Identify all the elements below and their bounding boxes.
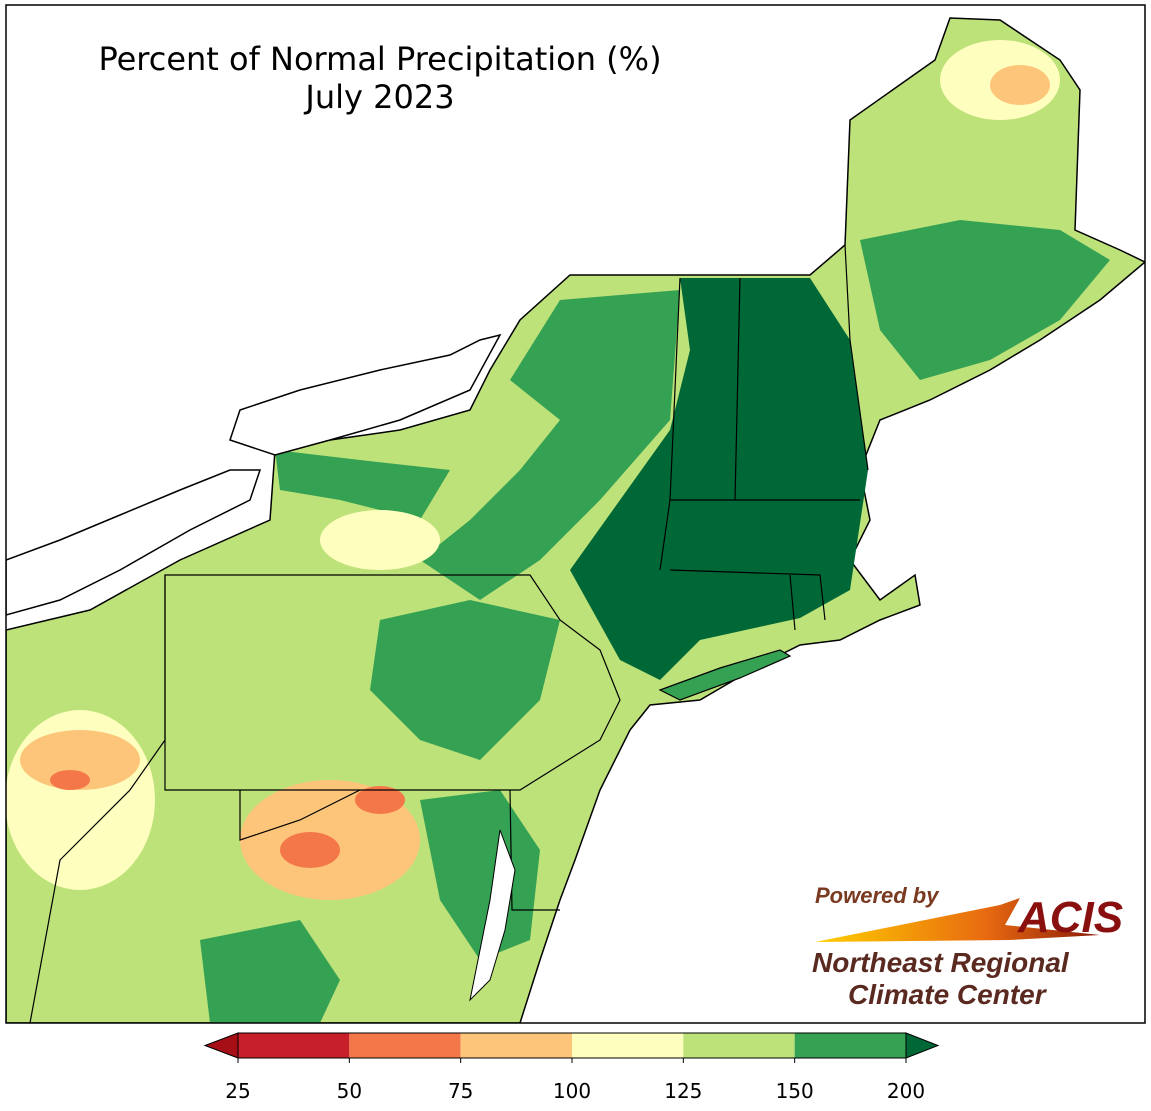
logo-acis: ACIS [1017,893,1123,942]
dark-green-area [570,278,868,680]
green-area [370,600,560,760]
orange-area [20,730,140,790]
colorbar-segment [683,1033,795,1058]
logo-powered-by: Powered by [815,883,940,908]
state-borders [29,244,869,1023]
colorbar-segment [349,1033,461,1058]
colorbar-segment [572,1033,684,1058]
colorbar-over [905,1032,940,1059]
logo-line2: Climate Center [848,979,1048,1010]
colorbar-tick-label: 75 [448,1079,473,1103]
lake-erie [6,469,262,616]
colorbar-tick-label: 25 [225,1079,250,1103]
colorbar-tick-label: 150 [776,1079,814,1103]
logo-swoosh [815,898,1100,942]
map-frame [5,4,1146,1024]
red-area [355,786,405,814]
map-subtitle: July 2023 [303,78,454,116]
colorbar-segment [794,1033,906,1058]
green-area [420,290,680,600]
colorbar-tick-label: 200 [887,1079,925,1103]
logo: Powered by ACIS Northeast Regional Clima… [812,883,1123,1010]
colorbar-tick-label: 100 [553,1079,591,1103]
green-area [420,790,540,960]
colorbar-under [203,1032,239,1059]
colorbar-segment [460,1033,572,1058]
map-title: Percent of Normal Precipitation (%) [98,40,661,78]
lake-ontario [229,333,502,456]
red-area [280,832,340,868]
yellow-area [320,510,440,570]
colorbar: 25 50 75 100 125 150 200 [203,1032,940,1103]
green-area [275,450,450,520]
map [6,17,1145,1023]
colorbar-tick-label: 125 [664,1079,702,1103]
long-island [658,649,792,701]
green-area [860,220,1110,380]
colorbar-segment [238,1033,350,1058]
orange-area [990,65,1050,105]
logo-line1: Northeast Regional [812,947,1070,978]
red-area [50,770,90,790]
green-area [200,920,340,1023]
colorbar-tick-label: 50 [337,1079,362,1103]
chesapeake-bay [469,829,516,1002]
